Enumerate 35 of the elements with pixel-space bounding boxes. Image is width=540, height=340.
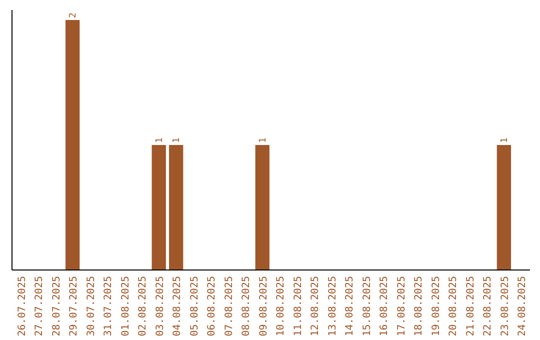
x-tick-label: 10.08.2025 [276, 276, 287, 336]
data-label: 2 [68, 12, 79, 18]
x-tick-label: 12.08.2025 [310, 276, 322, 336]
x-tick-label: 06.08.2025 [206, 276, 218, 336]
x-tick-label: 11.08.2025 [292, 276, 304, 336]
x-tick-label: 23.08.2025 [500, 276, 511, 336]
x-tick-label: 16.08.2025 [379, 276, 390, 336]
x-tick-label: 03.08.2025 [154, 276, 166, 336]
x-tick-label: 19.08.2025 [430, 276, 442, 336]
x-tick-label: 18.08.2025 [414, 276, 425, 336]
x-tick-label: 31.07.2025 [103, 276, 114, 336]
x-tick-label: 26.07.2025 [16, 276, 28, 336]
x-tick-label: 20.08.2025 [448, 276, 460, 336]
x-tick-label: 22.08.2025 [482, 276, 494, 336]
x-tick-label: 27.07.2025 [34, 276, 46, 336]
x-tick-label: 09.08.2025 [258, 276, 270, 336]
x-tick-label: 30.07.2025 [86, 276, 97, 336]
x-tick-label: 13.08.2025 [327, 276, 338, 336]
x-tick-label: 14.08.2025 [344, 276, 356, 336]
data-label: 1 [172, 138, 182, 143]
x-tick-label: 15.08.2025 [362, 276, 373, 336]
data-label: 1 [500, 138, 510, 143]
x-tick-label: 07.08.2025 [224, 276, 235, 336]
x-tick-label: 17.08.2025 [396, 276, 408, 336]
data-label: 1 [258, 138, 268, 143]
data-label: 1 [154, 138, 165, 143]
x-tick-label: 04.08.2025 [172, 276, 184, 336]
x-tick-label: 21.08.2025 [465, 276, 476, 336]
x-tick-label: 01.08.2025 [120, 276, 132, 336]
x-tick-label: 29.07.2025 [68, 276, 80, 336]
x-tick-label: 02.08.2025 [138, 276, 149, 336]
x-tick-label: 05.08.2025 [189, 276, 200, 336]
x-tick-label: 28.07.2025 [51, 276, 62, 336]
x-tick-label: 24.08.2025 [517, 276, 528, 336]
x-tick-label: 08.08.2025 [241, 276, 252, 336]
